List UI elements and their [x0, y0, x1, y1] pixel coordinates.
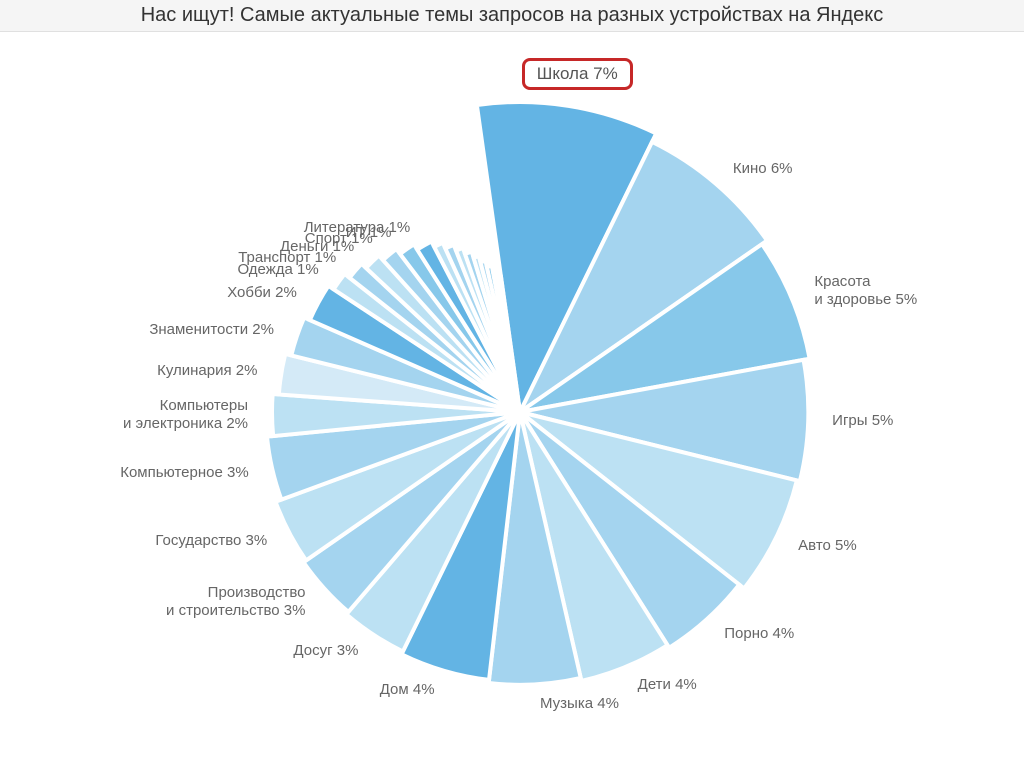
slice-label: Порно 4%: [724, 625, 794, 643]
slice-label: Литература 1%: [210, 219, 410, 237]
slice-label: Компьютерыи электроника 2%: [48, 397, 248, 433]
slice-label: Дом 4%: [235, 681, 435, 699]
slice-label: Дети 4%: [638, 676, 697, 694]
highlighted-label: Школа 7%: [522, 58, 633, 90]
slice-label: Хобби 2%: [97, 284, 297, 302]
slice-label: Производствои строительство 3%: [105, 584, 305, 620]
slice-label: Знаменитости 2%: [74, 321, 274, 339]
chart-container: Школа 7% Кино 6% Красотаи здоровье 5% Игры …: [0, 32, 1024, 767]
slice-label: Государство 3%: [67, 532, 267, 550]
page-title: Нас ищут! Самые актуальные темы запросов…: [0, 0, 1024, 32]
slice-label: Игры 5%: [832, 412, 893, 430]
slice-label: Авто 5%: [798, 537, 857, 555]
slice-label: Компьютерное 3%: [49, 464, 249, 482]
slice-label: Музыка 4%: [540, 695, 619, 713]
slice-label: Кулинария 2%: [57, 362, 257, 380]
slice-label: Досуг 3%: [158, 642, 358, 660]
slice-label: Кино 6%: [733, 160, 793, 178]
slice-label: Красотаи здоровье 5%: [814, 273, 917, 309]
